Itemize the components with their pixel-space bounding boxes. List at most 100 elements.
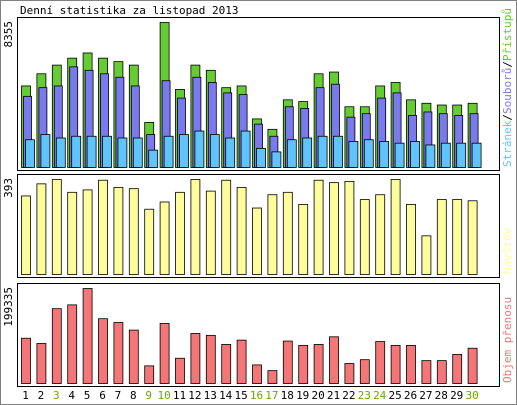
x-tick-label-day-16: 16	[250, 389, 263, 402]
bar-kbytes-day-11	[175, 357, 185, 384]
bar-kbytes-day-16	[252, 364, 262, 384]
bar-pages-day-28	[440, 142, 451, 168]
bar-visits-day-13	[205, 190, 216, 275]
bar-pages-day-3	[55, 137, 66, 168]
bar-pages-day-12	[194, 130, 205, 168]
x-axis-labels: 1 2 3 4 5 6 7 8 9 10 11 12 13 14 15 16 17 18 19 20 21 22 23 24 2…	[22, 389, 479, 402]
bar-visits-day-19	[298, 203, 309, 275]
bar-kbytes-day-8	[128, 329, 139, 384]
bar-pages-day-23	[363, 139, 374, 168]
bar-pages-day-20	[317, 135, 328, 168]
x-tick-label-day-14: 14	[219, 389, 233, 402]
bar-visits-day-5	[82, 189, 93, 275]
panel-border-kbytes	[17, 283, 500, 387]
bar-visits-day-28	[436, 199, 447, 275]
bar-pages-day-24	[379, 141, 390, 168]
x-tick-label-day-5: 5	[84, 389, 91, 402]
x-tick-label-day-17: 17	[265, 389, 278, 402]
bar-kbytes-day-10	[159, 323, 170, 384]
bar-pages-day-16	[256, 148, 266, 168]
bar-pages-day-1	[25, 139, 35, 168]
x-tick-label-day-13: 13	[204, 389, 217, 402]
bar-kbytes-day-2	[36, 343, 47, 384]
bar-kbytes-day-25	[390, 344, 401, 384]
legend-files: Souborů	[501, 68, 514, 114]
x-tick-label-day-7: 7	[115, 389, 122, 402]
bar-kbytes-day-4	[67, 304, 78, 384]
x-tick-label-day-23: 23	[358, 389, 371, 402]
x-tick-label-day-6: 6	[99, 389, 106, 402]
x-tick-label-day-21: 21	[327, 389, 340, 402]
bar-pages-day-9	[148, 149, 159, 168]
bar-pages-day-19	[302, 137, 313, 168]
legend-sep2: /	[501, 61, 514, 68]
x-tick-label-day-20: 20	[311, 389, 324, 402]
bar-kbytes-day-20	[313, 344, 324, 384]
bar-kbytes-day-5	[82, 288, 93, 384]
bar-visits-day-23	[359, 199, 370, 275]
bar-visits-day-2	[36, 183, 47, 275]
bar-visits-day-3	[51, 179, 62, 275]
x-tick-label-day-19: 19	[296, 389, 309, 402]
panel-kbytes: 199335 Objem přenosu	[2, 283, 514, 387]
bar-pages-day-30	[471, 142, 482, 168]
bar-pages-day-2	[40, 134, 51, 168]
x-tick-label-day-11: 11	[173, 389, 186, 402]
bar-kbytes-day-15	[236, 339, 247, 384]
bar-visits-day-17	[267, 194, 278, 275]
x-tick-label-day-8: 8	[130, 389, 137, 402]
x-tick-label-day-10: 10	[157, 389, 170, 402]
bar-kbytes-day-7	[113, 322, 124, 384]
bar-pages-day-15	[240, 130, 251, 168]
bar-visits-day-29	[452, 199, 463, 275]
legend-kbytes: Objem přenosu	[501, 297, 514, 383]
x-tick-label-day-12: 12	[188, 389, 201, 402]
x-tick-label-day-18: 18	[281, 389, 294, 402]
x-tick-label-day-29: 29	[450, 389, 463, 402]
bar-visits-day-8	[128, 188, 139, 275]
bar-kbytes-day-23	[359, 359, 370, 384]
bar-visits-day-12	[190, 179, 201, 275]
bar-pages-day-11	[179, 134, 189, 168]
bar-kbytes-day-12	[190, 333, 201, 384]
legend-visits: Návštěv	[501, 227, 514, 274]
legend-hits-files-pages: Stránek/Souborů/Přístupů	[501, 8, 514, 167]
bar-visits-day-30	[467, 200, 478, 275]
bar-visits-day-7	[113, 187, 124, 275]
panel-visits: 393 Návštěv	[2, 174, 514, 278]
bar-visits-day-11	[175, 191, 185, 275]
bar-visits-day-24	[375, 194, 386, 275]
bar-visits-day-14	[221, 179, 232, 275]
x-tick-label-day-22: 22	[342, 389, 355, 402]
x-tick-label-day-30: 30	[465, 389, 478, 402]
chart-title: Denní statistika za listopad 2013	[20, 4, 239, 17]
ymax-label-kbytes: 199335	[2, 287, 15, 327]
bar-pages-day-26	[410, 141, 420, 168]
bar-pages-day-8	[132, 137, 143, 168]
bar-visits-day-4	[67, 191, 78, 275]
bar-kbytes-day-18	[282, 340, 293, 384]
x-tick-label-day-27: 27	[419, 389, 432, 402]
bar-kbytes-day-26	[406, 344, 416, 384]
bar-visits-day-10	[159, 201, 170, 275]
ymax-label-visits: 393	[2, 178, 15, 198]
bar-visits-day-25	[390, 179, 401, 275]
bar-pages-day-13	[209, 134, 220, 168]
bar-pages-day-29	[456, 142, 467, 168]
bar-visits-day-15	[236, 187, 247, 275]
bar-visits-day-21	[329, 182, 339, 275]
bar-visits-day-20	[313, 179, 324, 275]
bar-kbytes-day-28	[436, 360, 447, 384]
bar-kbytes-day-14	[221, 344, 232, 384]
bar-pages-day-14	[225, 137, 236, 168]
bar-visits-day-22	[344, 181, 355, 275]
bar-kbytes-day-21	[329, 336, 339, 384]
legend-sep1: /	[501, 114, 514, 121]
x-tick-label-day-26: 26	[404, 389, 417, 402]
bar-kbytes-day-13	[205, 334, 216, 384]
bar-pages-day-6	[102, 135, 112, 168]
bar-kbytes-day-27	[421, 360, 432, 384]
